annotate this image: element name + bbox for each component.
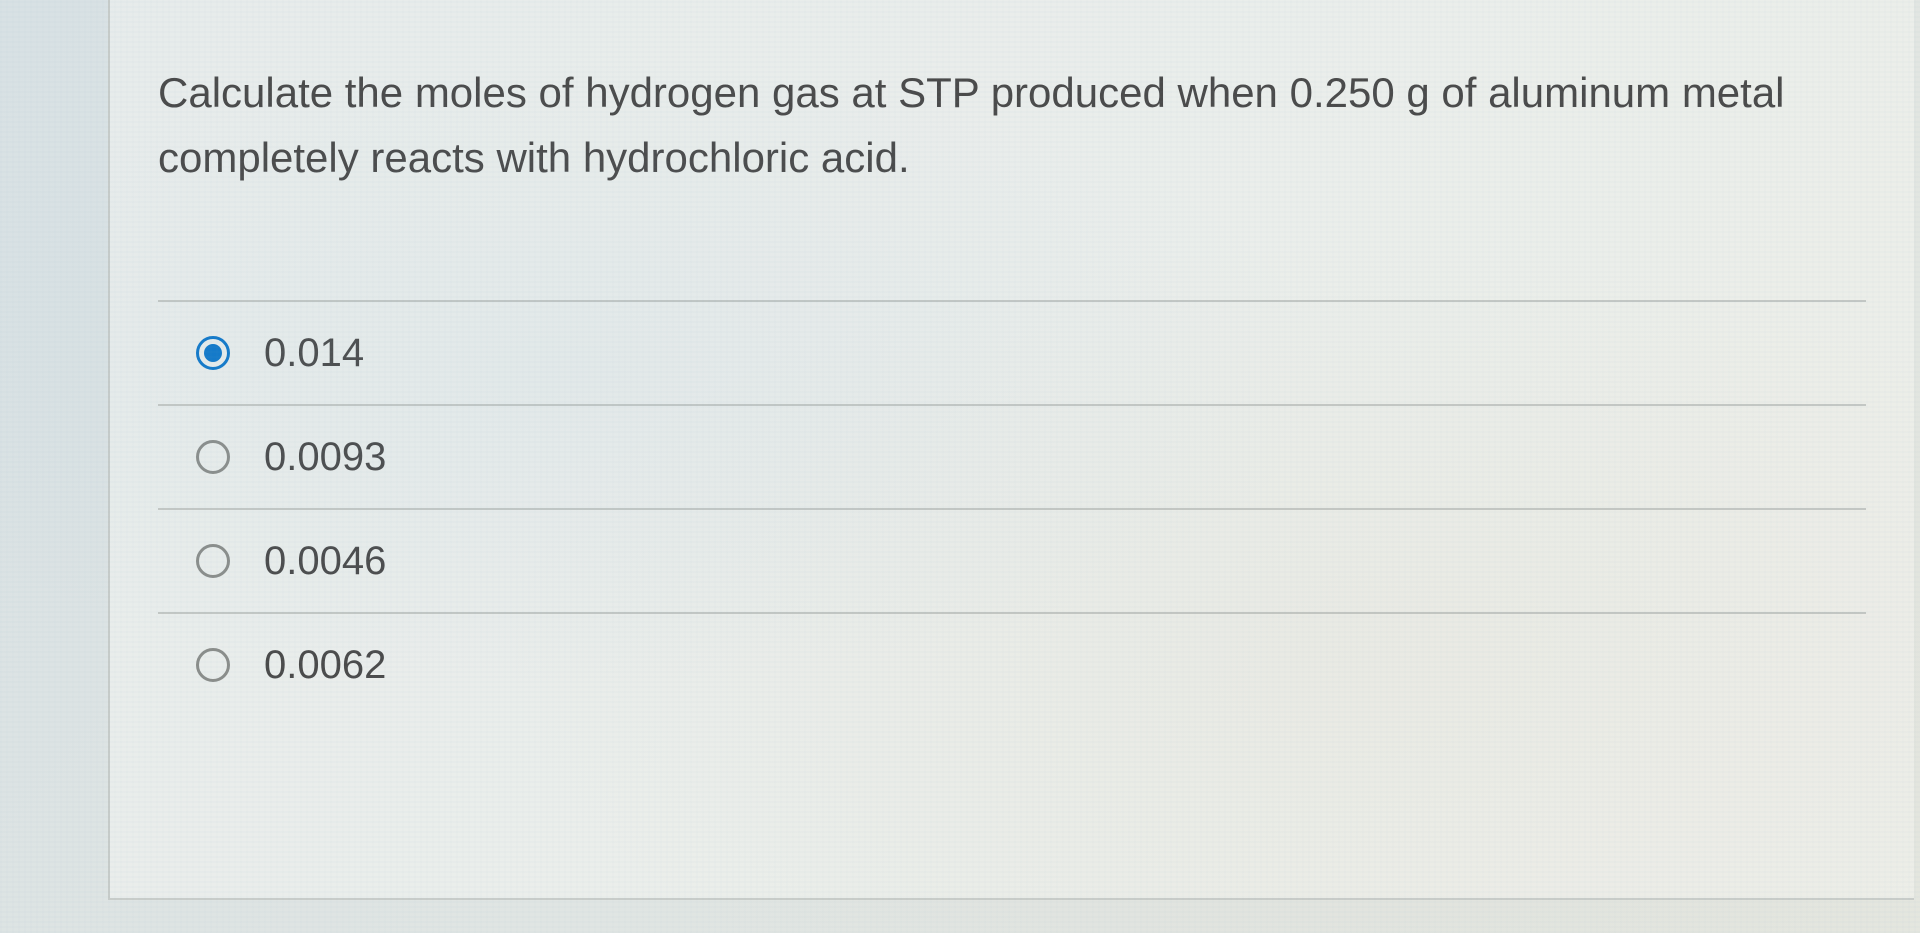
option-row-4[interactable]: 0.0062 xyxy=(158,612,1866,716)
radio-unselected-icon[interactable] xyxy=(196,544,230,578)
radio-selected-icon[interactable] xyxy=(196,336,230,370)
option-label: 0.0093 xyxy=(264,435,386,480)
option-row-1[interactable]: 0.014 xyxy=(158,300,1866,404)
radio-unselected-icon[interactable] xyxy=(196,440,230,474)
option-label: 0.0062 xyxy=(264,643,386,688)
question-text: Calculate the moles of hydrogen gas at S… xyxy=(110,0,1914,190)
option-label: 0.014 xyxy=(264,331,364,376)
option-row-2[interactable]: 0.0093 xyxy=(158,404,1866,508)
radio-unselected-icon[interactable] xyxy=(196,648,230,682)
question-panel: Calculate the moles of hydrogen gas at S… xyxy=(108,0,1914,900)
options-list: 0.014 0.0093 0.0046 0.0062 xyxy=(110,300,1914,716)
option-label: 0.0046 xyxy=(264,539,386,584)
option-row-3[interactable]: 0.0046 xyxy=(158,508,1866,612)
page-background: Calculate the moles of hydrogen gas at S… xyxy=(0,0,1920,933)
